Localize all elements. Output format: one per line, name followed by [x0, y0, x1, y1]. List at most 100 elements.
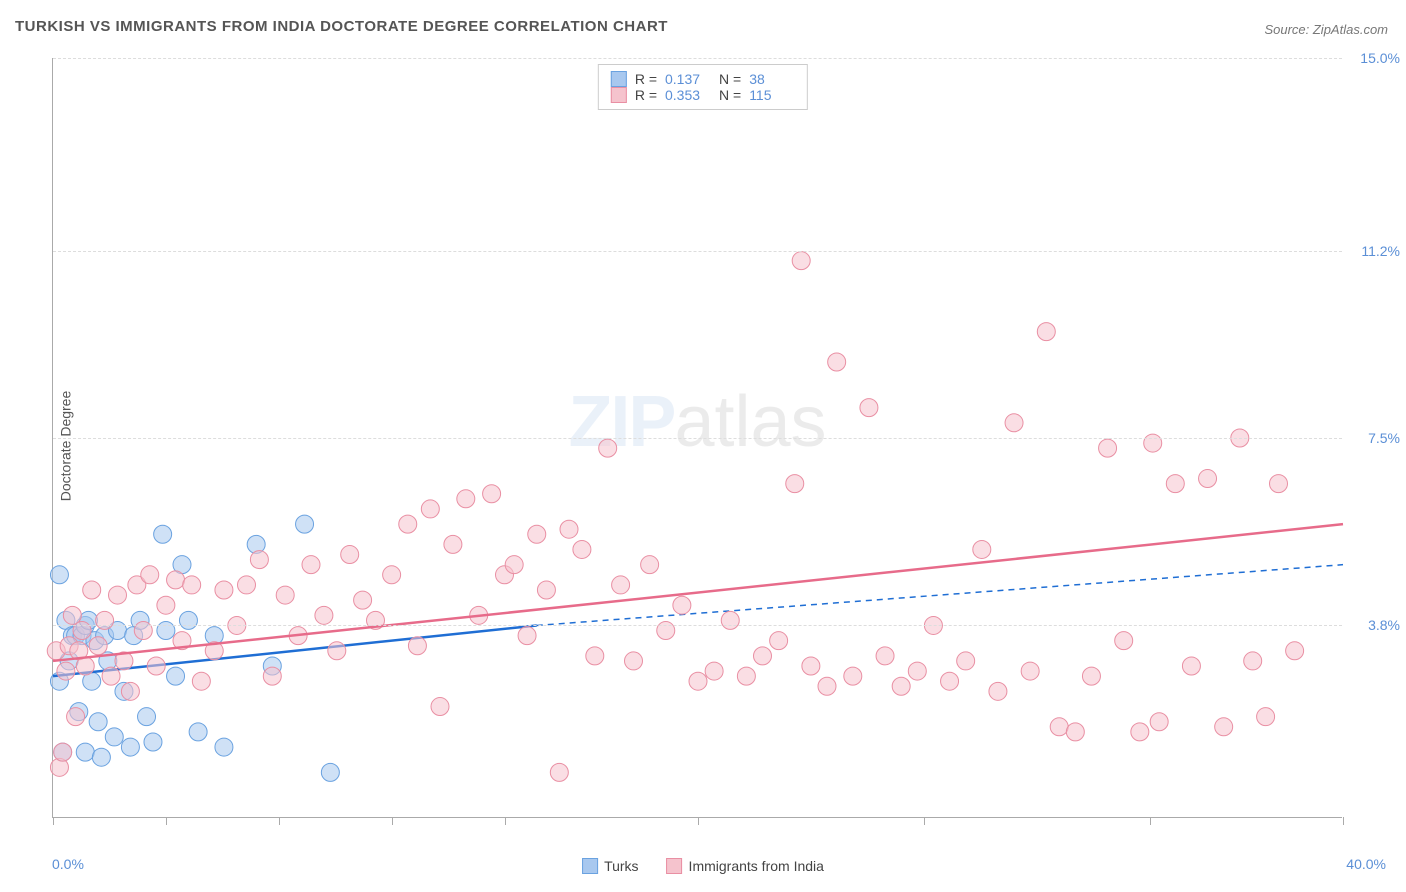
- legend-swatch: [582, 858, 598, 874]
- gridline: [53, 625, 1342, 626]
- stats-n-value: 115: [749, 87, 795, 103]
- scatter-point: [1244, 652, 1262, 670]
- legend-label: Turks: [604, 858, 638, 874]
- scatter-point: [76, 743, 94, 761]
- scatter-point: [1082, 667, 1100, 685]
- scatter-point: [860, 399, 878, 417]
- scatter-point: [550, 763, 568, 781]
- scatter-point: [121, 738, 139, 756]
- scatter-point: [96, 611, 114, 629]
- scatter-point: [1286, 642, 1304, 660]
- scatter-point: [421, 500, 439, 518]
- scatter-point: [818, 677, 836, 695]
- scatter-point: [183, 576, 201, 594]
- scatter-point: [179, 611, 197, 629]
- scatter-point: [892, 677, 910, 695]
- scatter-point: [599, 439, 617, 457]
- scatter-point: [189, 723, 207, 741]
- scatter-point: [263, 667, 281, 685]
- stats-n-label: N =: [719, 71, 741, 87]
- scatter-point: [92, 748, 110, 766]
- scatter-point: [50, 566, 68, 584]
- scatter-point: [989, 682, 1007, 700]
- stats-row: R =0.353N =115: [611, 87, 795, 103]
- scatter-point: [321, 763, 339, 781]
- stats-n-value: 38: [749, 71, 795, 87]
- legend-swatch: [611, 87, 627, 103]
- stats-n-label: N =: [719, 87, 741, 103]
- gridline: [53, 58, 1342, 59]
- scatter-point: [802, 657, 820, 675]
- scatter-point: [167, 571, 185, 589]
- scatter-point: [89, 713, 107, 731]
- scatter-point: [328, 642, 346, 660]
- scatter-point: [737, 667, 755, 685]
- scatter-point: [157, 622, 175, 640]
- scatter-point: [134, 622, 152, 640]
- gridline: [53, 251, 1342, 252]
- chart-container: TURKISH VS IMMIGRANTS FROM INDIA DOCTORA…: [0, 0, 1406, 892]
- scatter-point: [1150, 713, 1168, 731]
- scatter-point: [1270, 475, 1288, 493]
- y-tick-label: 7.5%: [1368, 430, 1400, 446]
- y-tick-label: 15.0%: [1360, 50, 1400, 66]
- scatter-point: [144, 733, 162, 751]
- scatter-point: [641, 556, 659, 574]
- scatter-point: [1166, 475, 1184, 493]
- legend-item: Immigrants from India: [667, 858, 824, 874]
- scatter-point: [792, 252, 810, 270]
- y-tick-label: 11.2%: [1361, 243, 1400, 259]
- scatter-point: [537, 581, 555, 599]
- scatter-point: [844, 667, 862, 685]
- stats-r-label: R =: [635, 87, 657, 103]
- scatter-point: [89, 637, 107, 655]
- scatter-point: [215, 581, 233, 599]
- scatter-point: [341, 546, 359, 564]
- scatter-point: [192, 672, 210, 690]
- scatter-point: [302, 556, 320, 574]
- scatter-point: [941, 672, 959, 690]
- scatter-point: [444, 535, 462, 553]
- scatter-point: [518, 627, 536, 645]
- scatter-point: [1050, 718, 1068, 736]
- x-tick: [1343, 817, 1344, 825]
- x-tick: [505, 817, 506, 825]
- scatter-point: [908, 662, 926, 680]
- legend-swatch: [611, 71, 627, 87]
- scatter-point: [754, 647, 772, 665]
- scatter-point: [54, 743, 72, 761]
- scatter-point: [528, 525, 546, 543]
- stats-r-label: R =: [635, 71, 657, 87]
- legend-item: Turks: [582, 858, 638, 874]
- scatter-point: [1021, 662, 1039, 680]
- scatter-point: [828, 353, 846, 371]
- legend-bottom: Turks Immigrants from India: [582, 858, 824, 874]
- scatter-point: [586, 647, 604, 665]
- scatter-point: [973, 540, 991, 558]
- scatter-point: [383, 566, 401, 584]
- scatter-point: [83, 581, 101, 599]
- plot-area: ZIPatlas 3.8%7.5%11.2%15.0%: [52, 58, 1342, 818]
- scatter-point: [1144, 434, 1162, 452]
- scatter-point: [1215, 718, 1233, 736]
- scatter-point: [73, 622, 91, 640]
- scatter-point: [1257, 708, 1275, 726]
- scatter-point: [721, 611, 739, 629]
- scatter-point: [573, 540, 591, 558]
- scatter-point: [238, 576, 256, 594]
- chart-source: Source: ZipAtlas.com: [1264, 22, 1388, 37]
- scatter-point: [63, 606, 81, 624]
- scatter-point: [876, 647, 894, 665]
- scatter-point: [1099, 439, 1117, 457]
- scatter-point: [105, 728, 123, 746]
- scatter-point: [408, 637, 426, 655]
- scatter-point: [689, 672, 707, 690]
- chart-title: TURKISH VS IMMIGRANTS FROM INDIA DOCTORA…: [15, 18, 668, 35]
- scatter-point: [215, 738, 233, 756]
- x-tick: [698, 817, 699, 825]
- scatter-point: [354, 591, 372, 609]
- scatter-point: [57, 662, 75, 680]
- x-tick: [1150, 817, 1151, 825]
- x-min-label: 0.0%: [52, 856, 84, 872]
- gridline: [53, 438, 1342, 439]
